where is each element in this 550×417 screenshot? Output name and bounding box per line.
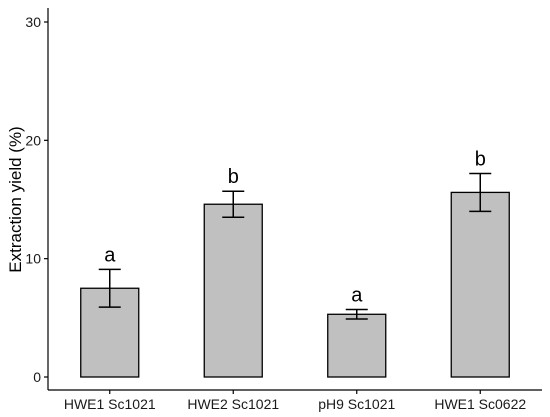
bar [327, 313, 387, 378]
error-bars [98, 172, 492, 320]
x-tick-label: HWE1 Sc1021 [64, 396, 156, 412]
x-axis-ticks: HWE1 Sc1021 HWE2 Sc1021 pH9 Sc1021 HWE1 Sc0… [64, 390, 526, 412]
y-axis-title-group: Extraction yield (%) [6, 126, 25, 272]
significance-labels: a b a b [104, 148, 486, 306]
y-tick-label: 20 [25, 132, 41, 148]
y-tick-label: 0 [33, 369, 41, 385]
bars [80, 191, 510, 378]
x-tick-label: HWE2 Sc1021 [187, 396, 279, 412]
x-tick-label: HWE1 Sc0622 [434, 396, 526, 412]
significance-label: a [351, 285, 363, 307]
y-tick-label: 10 [25, 251, 41, 267]
y-axis-title: Extraction yield (%) [6, 126, 25, 272]
y-axis-ticks: 0 10 20 30 [25, 14, 48, 385]
significance-label: b [228, 166, 239, 188]
significance-label: a [104, 244, 116, 266]
y-tick-label: 30 [25, 14, 41, 30]
bar [450, 191, 510, 378]
bar [203, 203, 263, 378]
x-tick-label: pH9 Sc1021 [318, 396, 395, 412]
significance-label: b [475, 148, 486, 170]
